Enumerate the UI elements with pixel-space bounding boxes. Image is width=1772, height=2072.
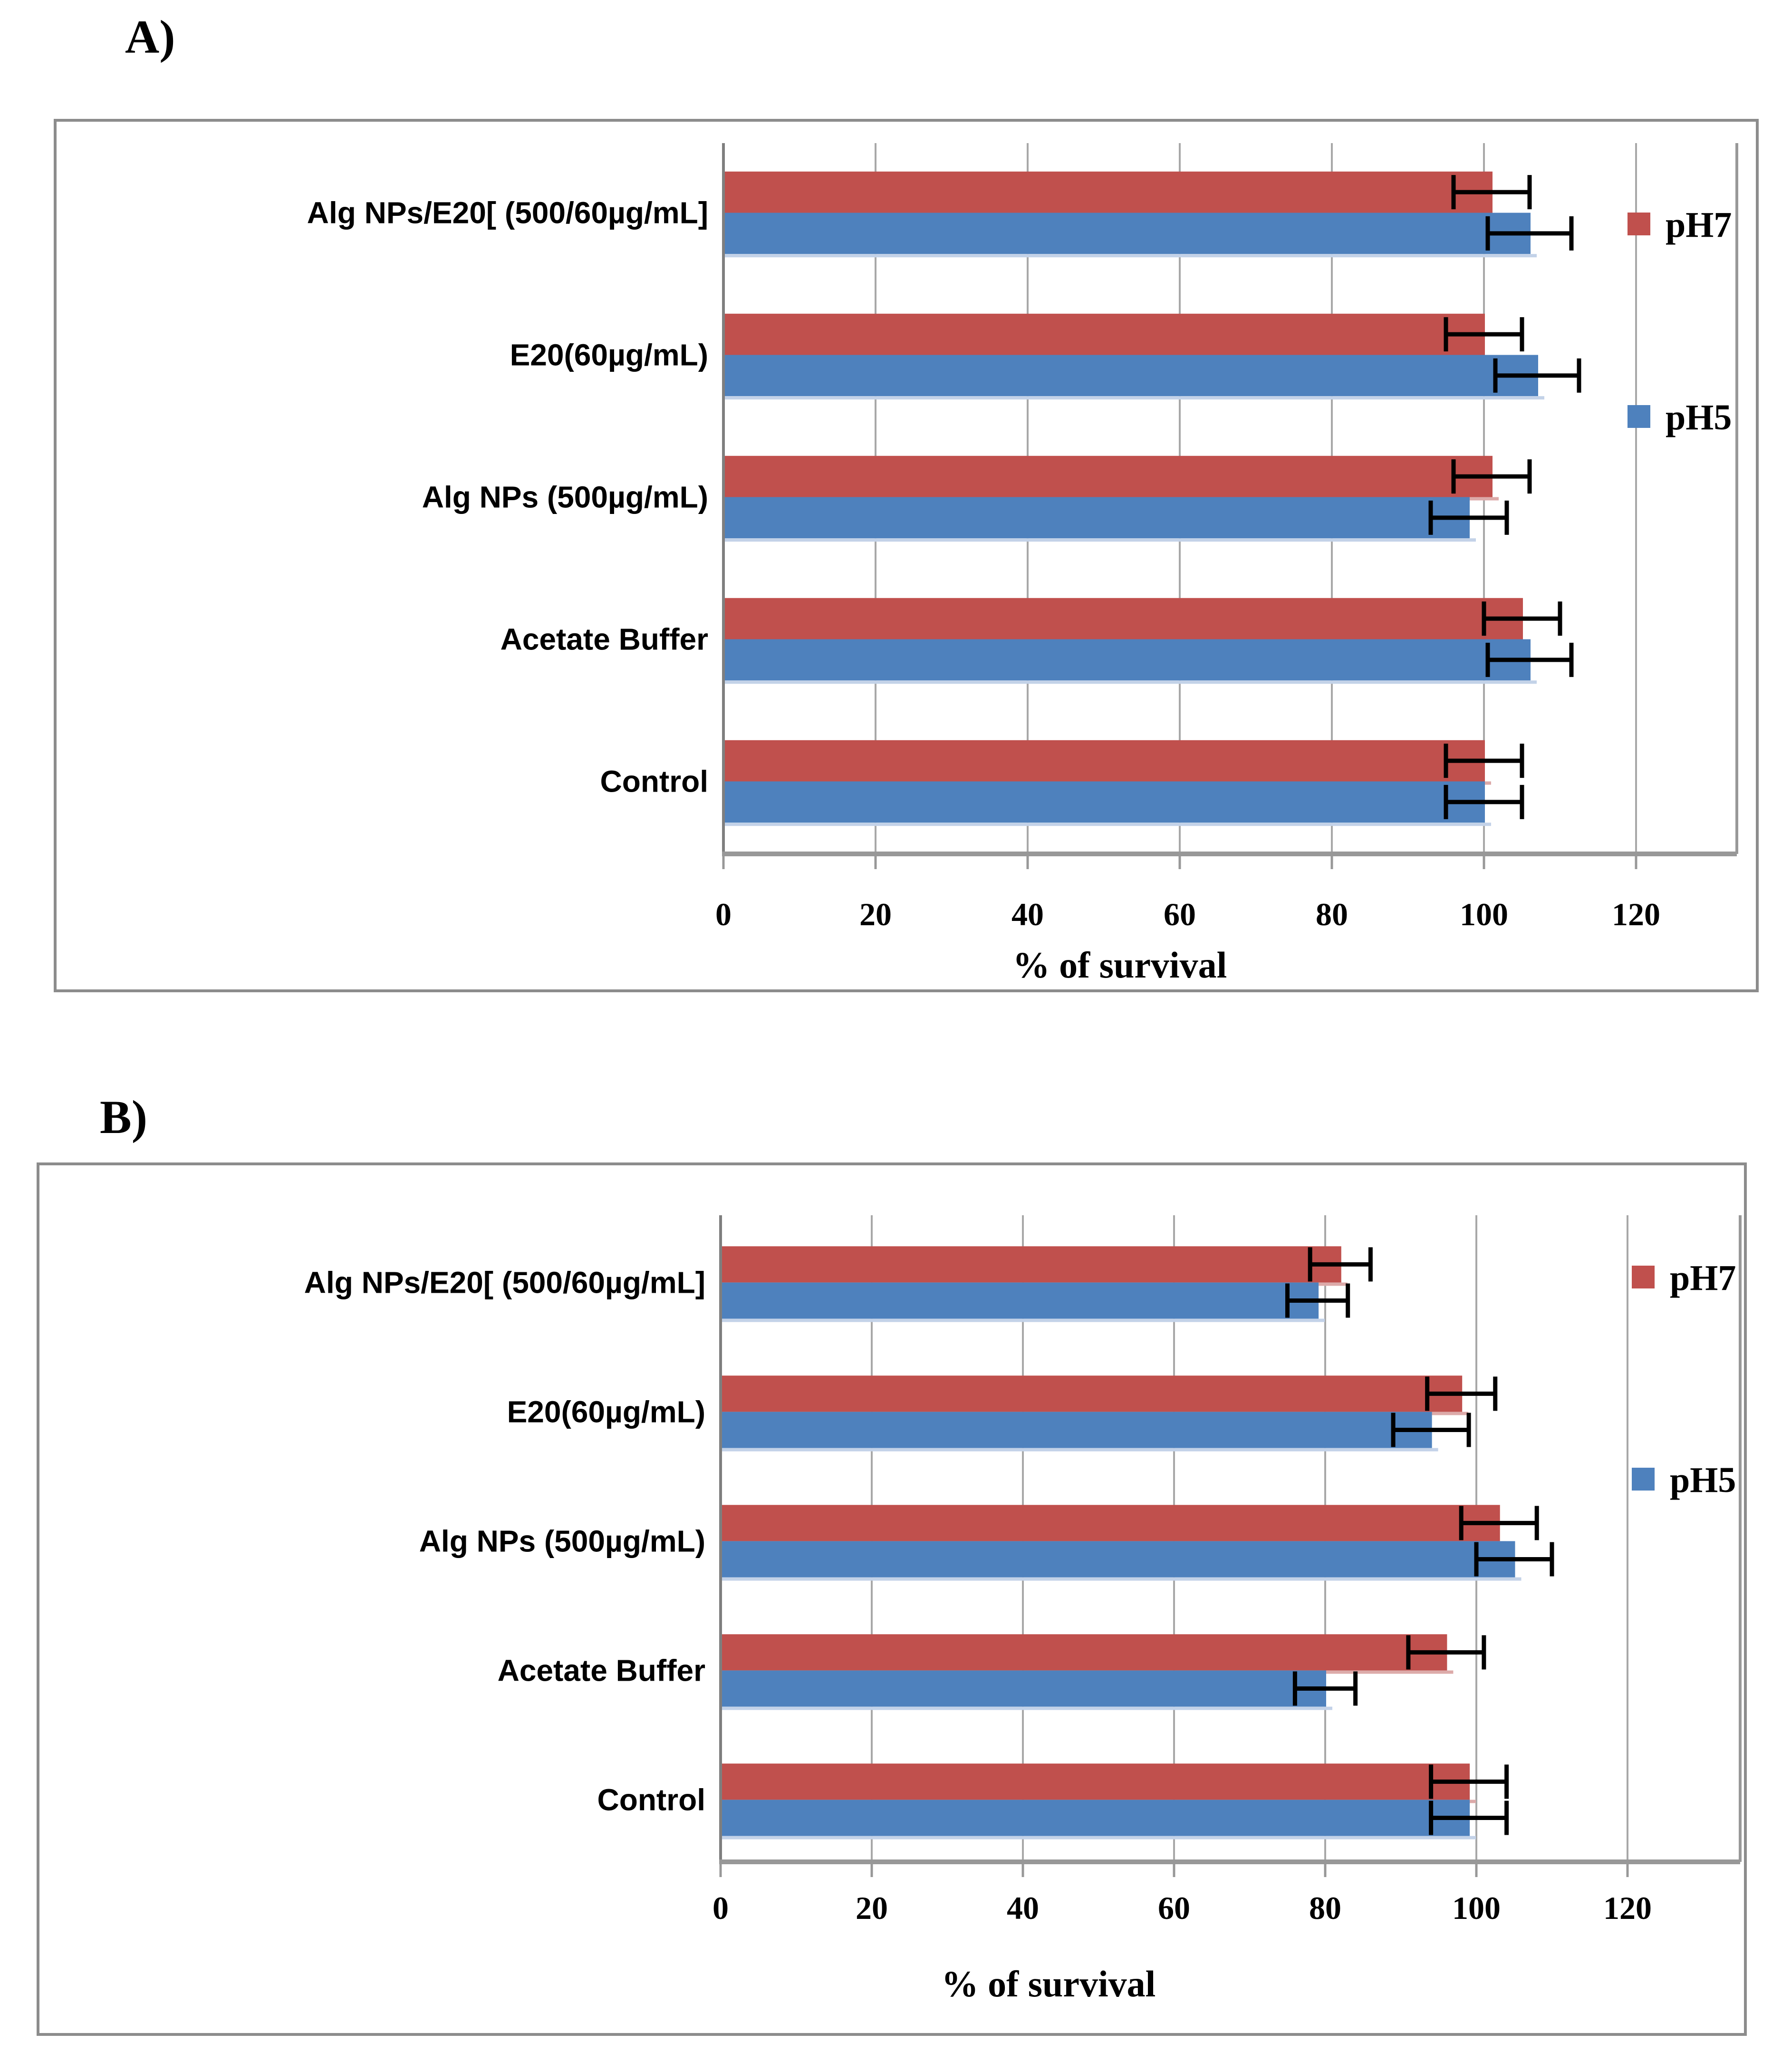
category-label: Acetate Buffer xyxy=(501,622,708,657)
bar-ph5 xyxy=(722,1800,1470,1836)
x-tick-label: 100 xyxy=(1452,1890,1501,1926)
panel-b: Alg NPs/E20[ (500/60µg/mL] E20(60µg/mL) Al… xyxy=(37,1162,1747,2036)
category-label: Alg NPs (500µg/mL) xyxy=(422,480,708,514)
bar-shadow xyxy=(722,1577,1522,1581)
category-label: Acetate Buffer xyxy=(498,1653,705,1687)
survival-chart-a: Alg NPs/E20[ (500/60µg/mL] E20(60µg/mL) Al… xyxy=(307,143,1738,986)
legend-label: pH5 xyxy=(1666,397,1732,437)
category-label: Alg NPs/E20[ (500/60µg/mL] xyxy=(304,1265,705,1299)
legend-swatch-ph5 xyxy=(1632,1468,1655,1491)
bar-ph5 xyxy=(722,1412,1432,1448)
legend-swatch-ph5 xyxy=(1628,405,1650,428)
x-tick-label: 20 xyxy=(856,1890,888,1926)
bar-shadow xyxy=(725,680,1537,684)
category-label: Alg NPs (500µg/mL) xyxy=(419,1524,705,1558)
bar-ph7 xyxy=(725,598,1523,639)
bar-ph5 xyxy=(725,355,1538,397)
bar-ph7 xyxy=(722,1634,1447,1671)
x-tick-label: 40 xyxy=(1007,1890,1039,1926)
x-tick-label: 60 xyxy=(1164,896,1196,932)
x-tick-label: 100 xyxy=(1460,896,1508,932)
bar-ph7 xyxy=(725,740,1485,782)
x-tick-label: 20 xyxy=(859,896,892,932)
bar-shadow xyxy=(722,1318,1325,1322)
bar-shadow xyxy=(725,254,1537,258)
panel-a: Alg NPs/E20[ (500/60µg/mL] E20(60µg/mL) Al… xyxy=(54,119,1759,992)
x-axis-title: % of survival xyxy=(942,1963,1156,2004)
panel-a-title: A) xyxy=(125,10,175,63)
x-tick-label: 40 xyxy=(1011,896,1044,932)
bar-ph7 xyxy=(725,313,1485,355)
bar-shadow xyxy=(722,1836,1476,1840)
bar-ph5 xyxy=(722,1282,1319,1319)
category-label: E20(60µg/mL) xyxy=(510,338,708,372)
bar-shadow xyxy=(725,823,1491,826)
panel-b-title: B) xyxy=(100,1091,147,1143)
bar-ph5 xyxy=(725,497,1470,539)
bar-ph5 xyxy=(722,1670,1326,1707)
x-tick-label: 80 xyxy=(1309,1890,1341,1926)
x-tick-label: 60 xyxy=(1158,1890,1190,1926)
category-label: Alg NPs/E20[ (500/60µg/mL] xyxy=(307,196,708,230)
legend-swatch-ph7 xyxy=(1628,213,1650,235)
survival-chart-b: Alg NPs/E20[ (500/60µg/mL] E20(60µg/mL) Al… xyxy=(304,1215,1742,2004)
bar-ph5 xyxy=(725,781,1485,823)
bar-ph7 xyxy=(725,171,1493,213)
category-label: Control xyxy=(600,765,709,799)
legend-label: pH5 xyxy=(1670,1460,1736,1500)
bar-ph7 xyxy=(725,455,1493,497)
x-tick-label: 120 xyxy=(1603,1890,1652,1926)
bar-ph5 xyxy=(722,1541,1515,1578)
x-tick-label: 120 xyxy=(1612,896,1660,932)
x-tick-label: 80 xyxy=(1316,896,1348,932)
bar-ph7 xyxy=(722,1375,1463,1412)
category-label: Control xyxy=(597,1782,706,1817)
x-tick-label: 0 xyxy=(713,1890,729,1926)
bar-shadow xyxy=(725,538,1476,542)
bar-ph5 xyxy=(725,639,1531,681)
x-tick-label: 0 xyxy=(715,896,732,932)
bar-shadow xyxy=(722,1706,1332,1710)
x-axis-title: % of survival xyxy=(1013,944,1227,986)
legend-label: pH7 xyxy=(1666,205,1732,245)
bar-ph7 xyxy=(722,1505,1500,1541)
category-label: E20(60µg/mL) xyxy=(507,1394,705,1429)
bar-shadow xyxy=(722,1448,1438,1452)
legend-label: pH7 xyxy=(1670,1258,1736,1298)
bar-ph5 xyxy=(725,213,1531,254)
legend-swatch-ph7 xyxy=(1632,1266,1655,1288)
bar-ph7 xyxy=(722,1763,1470,1800)
bar-ph7 xyxy=(722,1246,1341,1283)
bar-shadow xyxy=(725,396,1544,400)
